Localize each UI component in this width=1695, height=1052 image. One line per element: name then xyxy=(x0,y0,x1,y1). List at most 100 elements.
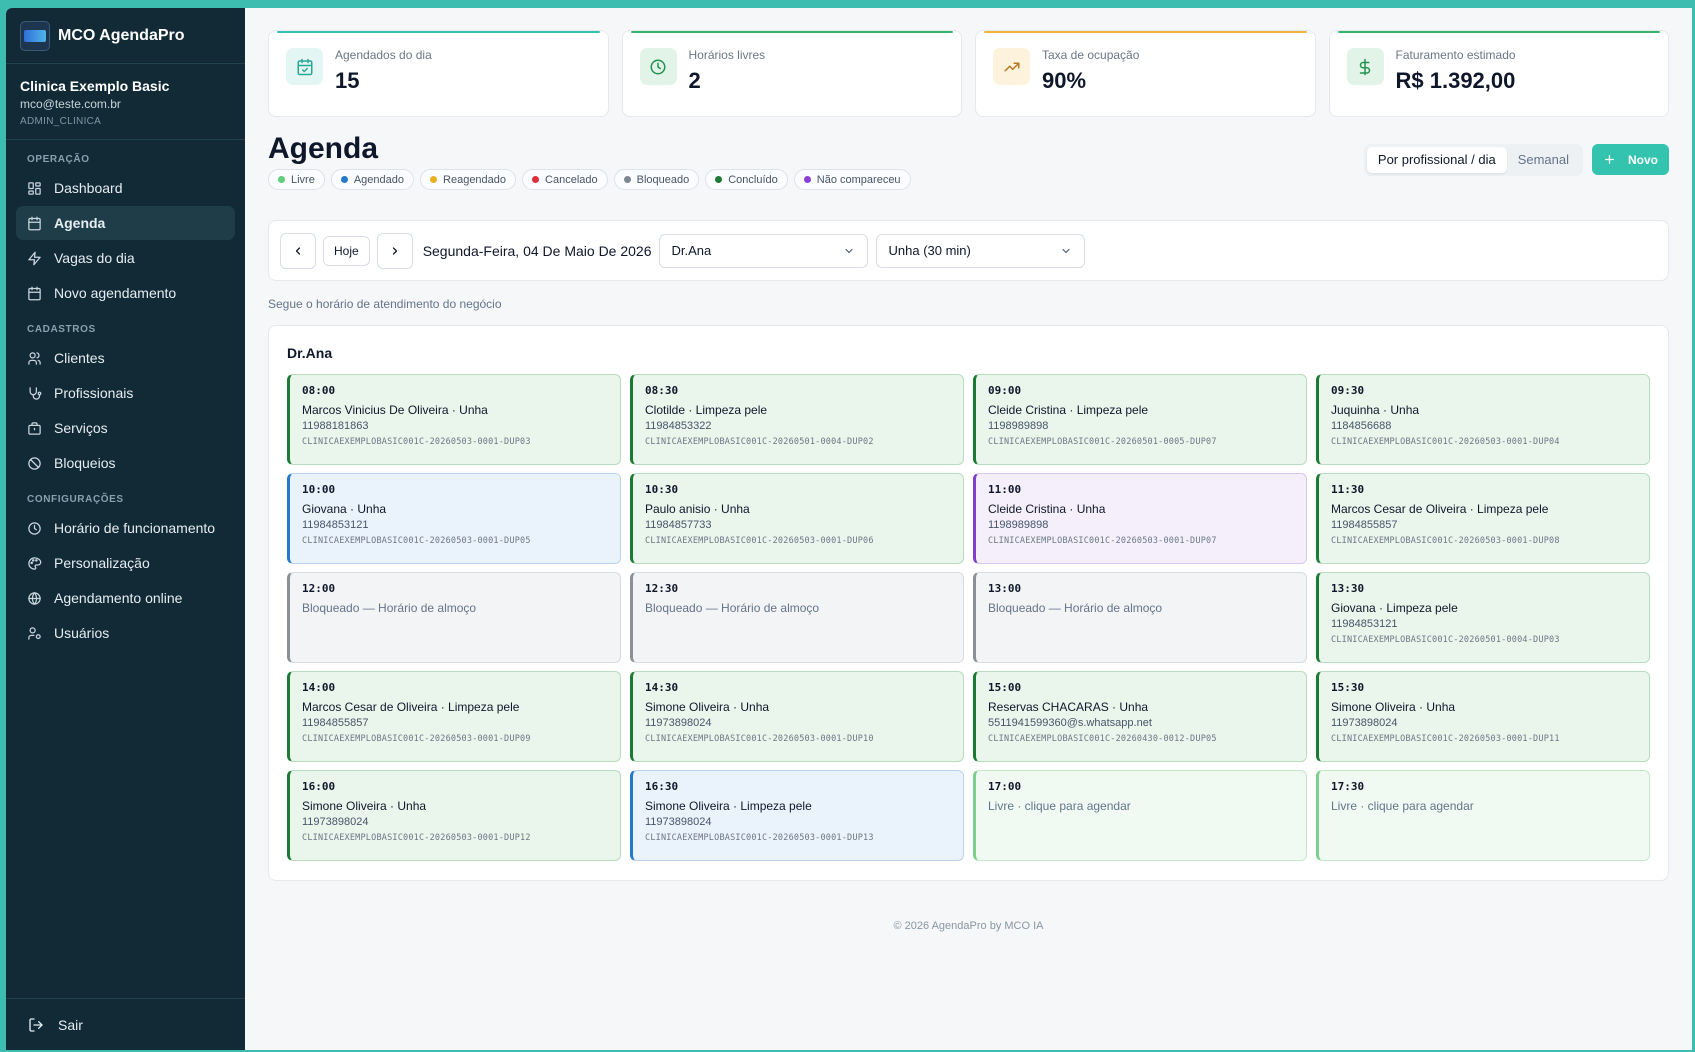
calendar-plus-icon xyxy=(28,286,41,300)
slot-phone: 11973898024 xyxy=(645,717,712,729)
slot-concluido[interactable]: 16:00 Simone Oliveira · Unha 11973898024 CL… xyxy=(287,770,621,861)
stethoscope-icon xyxy=(29,386,42,400)
sidebar-item-horario-de-funcionamento[interactable]: Horário de funcionamento xyxy=(16,511,235,545)
slot-time: 13:30 xyxy=(1331,582,1365,595)
slot-phone: 11984855857 xyxy=(302,717,369,729)
sidebar-item-label: Agendamento online xyxy=(54,590,183,606)
slot-concluido[interactable]: 14:30 Simone Oliveira · Unha 11973898024 CL… xyxy=(630,671,964,762)
slot-client-service: Simone Oliveira · Unha xyxy=(1331,700,1456,714)
nav-section-title: CONFIGURAÇÕES xyxy=(27,494,124,505)
view-option-weekly[interactable]: Semanal xyxy=(1517,152,1569,167)
slot-code: CLINICAEXEMPLOBASIC001C-20260501-0004-DU… xyxy=(645,437,874,447)
today-button[interactable]: Hoje xyxy=(323,235,370,266)
sidebar-item-agendamento-online[interactable]: Agendamento online xyxy=(16,581,235,615)
slot-code: CLINICAEXEMPLOBASIC001C-20260503-0001-DU… xyxy=(302,536,531,546)
professional-select[interactable]: Dr.Ana xyxy=(658,233,868,268)
slot-concluido[interactable]: 11:30 Marcos Cesar de Oliveira · Limpeza … xyxy=(1316,473,1650,564)
next-day-button[interactable] xyxy=(376,232,413,269)
brand[interactable]: MCO AgendaPro xyxy=(6,8,245,64)
slot-time: 14:00 xyxy=(302,681,336,694)
slot-concluido[interactable]: 10:30 Paulo anisio · Unha 11984857733 CLINI… xyxy=(630,473,964,564)
stat-label: Agendados do dia xyxy=(335,47,432,62)
legend-label: Cancelado xyxy=(545,173,598,186)
slot-concluido[interactable]: 14:00 Marcos Cesar de Oliveira · Limpeza … xyxy=(287,671,621,762)
slot-phone: 11984853121 xyxy=(1331,618,1398,630)
brand-name: MCO AgendaPro xyxy=(58,26,185,44)
view-option-professional-day[interactable]: Por profissional / dia xyxy=(1366,147,1507,173)
slot-phone: 5511941599360@s.whatsapp.net xyxy=(988,717,1152,729)
slot-bloqueado[interactable]: 13:00 Bloqueado — Horário de almoço xyxy=(973,572,1307,663)
slot-time: 11:30 xyxy=(1331,483,1365,496)
new-appointment-button[interactable]: Novo xyxy=(1592,144,1669,175)
footer: © 2026 AgendaPro by MCO IA xyxy=(893,920,1044,932)
slot-phone: 1184856688 xyxy=(1331,420,1392,432)
slot-status-text: Bloqueado — Horário de almoço xyxy=(645,601,820,615)
chevron-right-icon xyxy=(392,246,397,255)
legend-dot xyxy=(340,176,348,183)
legend-label: Concluído xyxy=(728,173,778,186)
logout-button[interactable]: Sair xyxy=(6,998,245,1050)
slot-client-service: Cleide Cristina · Limpeza pele xyxy=(988,403,1149,417)
calendar-check-icon xyxy=(286,48,323,85)
legend-dot xyxy=(803,176,811,183)
slot-livre[interactable]: 17:00 Livre · clique para agendar xyxy=(973,770,1307,861)
slot-code: CLINICAEXEMPLOBASIC001C-20260503-0001-DU… xyxy=(645,536,874,546)
slot-concluido[interactable]: 15:00 Reservas CHACARAS · Unha 55119415993… xyxy=(973,671,1307,762)
calendar-icon xyxy=(28,216,41,230)
status-legend: Livre Agendado Reagendado Cancelado Bloquead… xyxy=(268,169,911,190)
slot-time: 17:30 xyxy=(1331,780,1365,793)
clock-icon xyxy=(639,48,677,85)
sidebar-item-dashboard[interactable]: Dashboard xyxy=(16,171,235,205)
legend-label: Não compareceu xyxy=(816,173,901,186)
stat-card: Taxa de ocupação 90% xyxy=(975,30,1316,117)
slot-concluido[interactable]: 08:00 Marcos Vinicius De Oliveira · Unha 1… xyxy=(287,374,621,465)
slot-code: CLINICAEXEMPLOBASIC001C-20260501-0005-DU… xyxy=(988,437,1217,447)
sidebar-item-agenda[interactable]: Agenda xyxy=(16,206,235,240)
slot-concluido[interactable]: 15:30 Simone Oliveira · Unha 11973898024 CL… xyxy=(1316,671,1650,762)
slot-naocompareceu[interactable]: 11:00 Cleide Cristina · Unha 1198989898 CLI… xyxy=(973,473,1307,564)
slot-concluido[interactable]: 09:00 Cleide Cristina · Limpeza pele 11989… xyxy=(973,374,1307,465)
brand-logo xyxy=(20,20,50,51)
sidebar-item-servicos[interactable]: Serviços xyxy=(16,411,235,445)
slot-livre[interactable]: 17:30 Livre · clique para agendar xyxy=(1316,770,1650,861)
slot-status-text: Livre · clique para agendar xyxy=(1331,799,1474,813)
stats-row: Agendados do dia 15 Horários livres 2 Taxa d… xyxy=(268,30,1669,117)
sidebar-item-usuarios[interactable]: Usuários xyxy=(16,616,235,650)
slot-concluido[interactable]: 13:30 Giovana · Limpeza pele 11984853121 CL… xyxy=(1316,572,1650,663)
slot-concluido[interactable]: 09:30 Juquinha · Unha 1184856688 CLINICAEXE… xyxy=(1316,374,1650,465)
legend-item: Bloqueado xyxy=(613,169,700,190)
slot-time: 16:30 xyxy=(645,780,679,793)
bolt-icon xyxy=(28,251,41,265)
ban-icon xyxy=(28,456,41,470)
legend-item: Cancelado xyxy=(522,169,608,190)
slot-time: 16:00 xyxy=(302,780,336,793)
prev-day-button[interactable] xyxy=(280,232,316,269)
slot-client-service: Giovana · Unha xyxy=(302,502,387,516)
sidebar-item-vagas-do-dia[interactable]: Vagas do dia xyxy=(16,241,235,275)
service-select[interactable]: Unha (30 min) xyxy=(875,233,1085,268)
slot-client-service: Cleide Cristina · Unha xyxy=(988,502,1106,516)
stat-value: 2 xyxy=(688,67,701,93)
slot-phone: 11973898024 xyxy=(302,816,369,828)
legend-item: Reagendado xyxy=(420,169,517,190)
new-button-label: Novo xyxy=(1628,152,1658,167)
slot-bloqueado[interactable]: 12:30 Bloqueado — Horário de almoço xyxy=(630,572,964,663)
sidebar-item-label: Serviços xyxy=(54,420,108,436)
slot-agendado[interactable]: 10:00 Giovana · Unha 11984853121 CLINICAEXE… xyxy=(287,473,621,564)
slot-code: CLINICAEXEMPLOBASIC001C-20260503-0001-DU… xyxy=(645,833,874,843)
sidebar-item-clientes[interactable]: Clientes xyxy=(16,341,235,375)
sidebar-item-personalizacao[interactable]: Personalização xyxy=(16,546,235,580)
legend-item: Livre xyxy=(268,169,325,190)
app-window: MCO AgendaPro Clinica Exemplo Basic mco@… xyxy=(6,8,1692,1050)
slot-concluido[interactable]: 08:30 Clotilde · Limpeza pele 11984853322 C… xyxy=(630,374,964,465)
slot-bloqueado[interactable]: 12:00 Bloqueado — Horário de almoço xyxy=(287,572,621,663)
sidebar-item-bloqueios[interactable]: Bloqueios xyxy=(16,446,235,480)
account-info: Clinica Exemplo Basic mco@teste.com.br A… xyxy=(6,64,245,140)
sidebar-item-novo-agendamento[interactable]: Novo agendamento xyxy=(16,276,235,310)
chevron-left-icon xyxy=(295,246,301,255)
sidebar-item-profissionais[interactable]: Profissionais xyxy=(16,376,235,410)
legend-dot xyxy=(715,176,723,183)
slot-agendado[interactable]: 16:30 Simone Oliveira · Limpeza pele 11973… xyxy=(630,770,964,861)
view-toggle: Por profissional / dia Semanal xyxy=(1363,144,1583,176)
slot-phone: 11984857733 xyxy=(645,519,712,531)
